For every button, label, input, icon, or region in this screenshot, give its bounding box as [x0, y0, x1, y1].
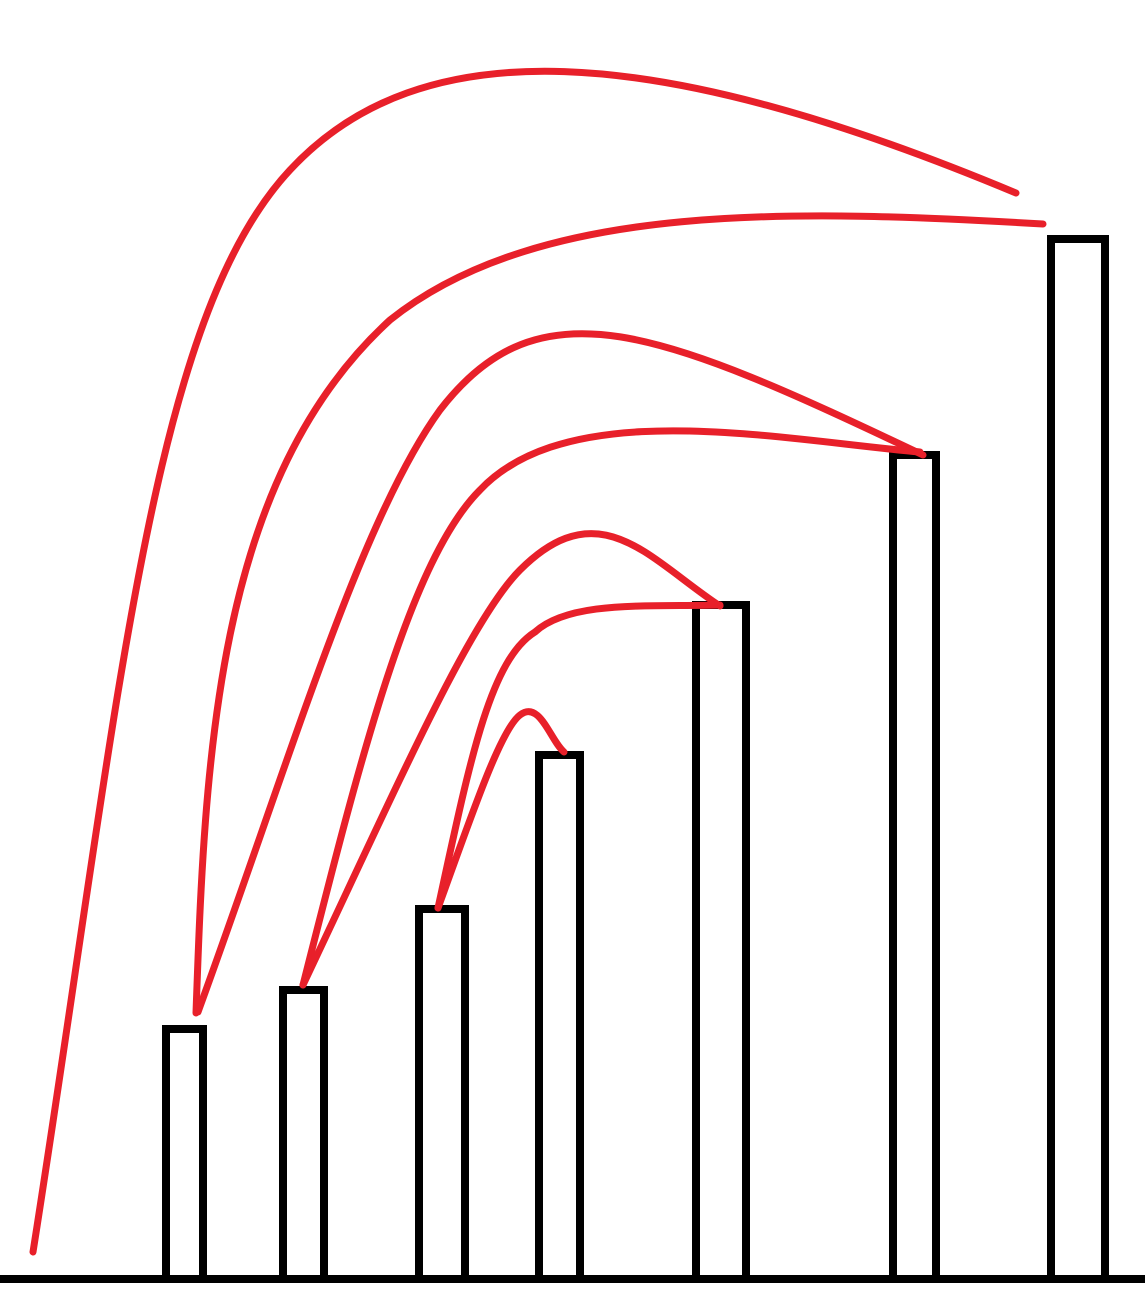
arc-1-to-6 — [194, 330, 927, 1016]
pillar-1 — [162, 1025, 207, 1283]
pillars-layer — [162, 235, 1109, 1283]
arc-ground-to-7 — [29, 67, 1020, 1256]
arc-3-to-5 — [434, 601, 724, 912]
pillar-6 — [889, 451, 940, 1283]
pillar-5 — [692, 601, 750, 1283]
pillar-4 — [535, 751, 584, 1283]
arc-2-to-5 — [299, 530, 724, 989]
arc-3-to-4 — [434, 708, 568, 912]
pillar-2 — [279, 986, 328, 1283]
arc-2-to-6 — [299, 427, 924, 989]
arcs-layer — [29, 67, 1047, 1256]
arc-1-to-7 — [192, 212, 1047, 1017]
pillar-7 — [1047, 235, 1109, 1283]
pillar-3 — [415, 905, 469, 1283]
